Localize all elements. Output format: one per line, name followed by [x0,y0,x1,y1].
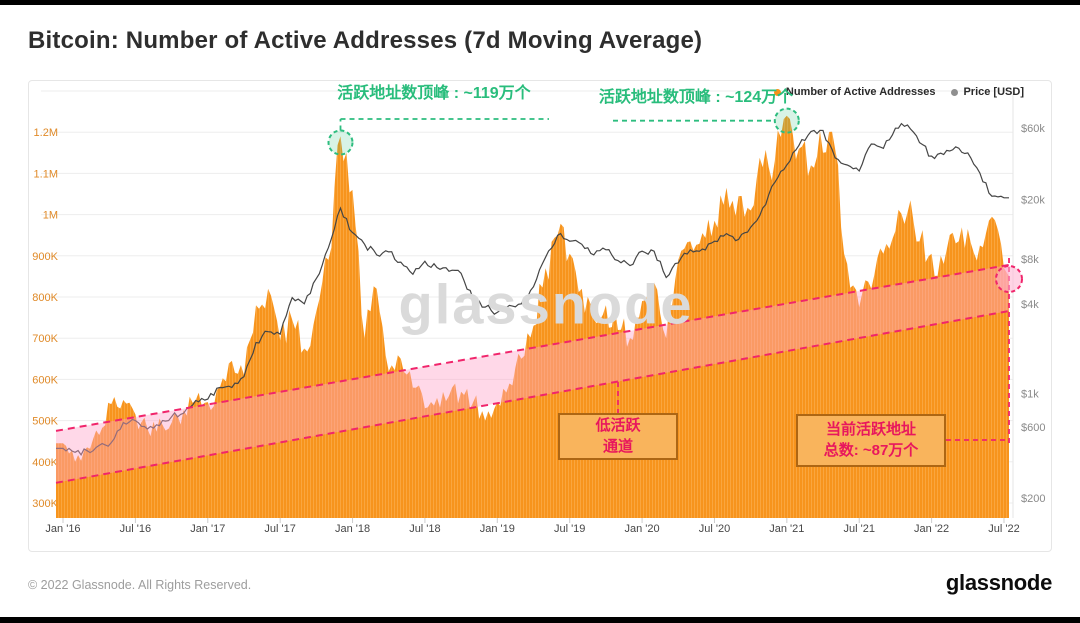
x-axis-label: Jul '16 [120,523,151,535]
callout-low-activity-channel: 低活跃 通道 [558,413,678,460]
x-axis-label: Jul '21 [844,523,875,535]
x-axis-label: Jan '20 [625,523,660,535]
low-activity-channel [55,258,1023,484]
y-axis-right-label: $600 [1021,422,1045,434]
legend-label-price: Price [USD] [963,86,1024,98]
x-axis-label: Jan '22 [914,523,949,535]
peak-2017-circle [327,129,354,156]
callout-current-line1: 当前活跃地址 [825,421,916,439]
y-axis-left-label: 1.1M [34,168,58,180]
callout-low-activity-line1: 低活跃 [595,417,641,435]
chart-legend: Number of Active Addresses Price [USD] [773,86,1024,98]
top-black-bar [0,0,1080,5]
x-axis-label: Jul '20 [699,523,730,535]
x-axis-label: Jul '19 [554,523,585,535]
active-addresses-dot-icon [773,88,781,96]
low-activity-channel-fill [56,264,1009,483]
x-axis-label: Jul '22 [988,523,1019,535]
y-axis-left-label: 400K [32,457,58,469]
y-axis-left-label: 900K [32,251,58,263]
callout-low-activity-line2: 通道 [602,437,633,455]
price-dot-icon [951,88,959,96]
x-axis-label: Jan '16 [45,523,80,535]
y-axis-right: $200 $600 $1k $4k $8k $20k $60k [1021,123,1045,505]
bottom-black-bar [0,617,1080,623]
legend-item-active-addresses[interactable]: Number of Active Addresses [773,86,936,98]
y-axis-right-label: $60k [1021,123,1045,135]
y-axis-right-label: $4k [1021,299,1039,311]
x-axis-label: Jan '17 [190,523,225,535]
x-axis-label: Jul '17 [264,523,295,535]
x-axis-label: Jul '18 [409,523,440,535]
y-axis-right-label: $200 [1021,493,1045,505]
active-addresses-area [56,115,1009,518]
x-axis-label: Jan '18 [335,523,370,535]
y-axis-left-label: 1.2M [34,127,58,139]
y-axis-left-label: 500K [32,416,58,428]
y-axis-left: 300K 400K 500K 600K 700K 800K 900K 1M 1.1M 1.2M [32,127,58,510]
y-axis-right-label: $8k [1021,254,1039,266]
page-title: Bitcoin: Number of Active Addresses (7d … [28,27,703,54]
chart-card: 300K 400K 500K 600K 700K 800K 900K 1M 1.1M 1.2M $2… [28,80,1052,552]
y-axis-left-label: 800K [32,292,58,304]
legend-label-active-addresses: Number of Active Addresses [785,86,936,98]
x-axis-label: Jan '21 [769,523,804,535]
price-line [56,122,1009,456]
current-value-circle [995,265,1023,293]
channel-upper-line [55,263,1010,432]
peak-2021-circle [773,107,800,134]
legend-item-price[interactable]: Price [USD] [951,86,1024,98]
y-axis-right-label: $1k [1021,389,1039,401]
y-axis-right-label: $20k [1021,194,1045,206]
chart-plot-area[interactable]: 300K 400K 500K 600K 700K 800K 900K 1M 1.1M 1.2M $2… [29,81,1051,551]
annotation-peak-2021: 活跃地址数顶峰 : ~124万个 [598,89,794,106]
x-axis-label: Jan '19 [480,523,515,535]
annotation-peak-2017: 活跃地址数顶峰 : ~119万个 [337,85,531,102]
callout-current-total: 当前活跃地址 总数: ~87万个 [796,414,946,467]
y-axis-left-label: 300K [32,498,58,510]
y-axis-left-label: 700K [32,333,58,345]
callout-current-line2: 总数: ~87万个 [823,441,919,459]
channel-lower-line [55,310,1010,484]
y-axis-left-label: 600K [32,374,58,386]
copyright-text: © 2022 Glassnode. All Rights Reserved. [28,578,252,592]
x-axis: Jan '16 Jul '16 Jan '17 Jul '17 Jan '18 Jul '… [45,518,1020,535]
y-axis-left-label: 1M [43,210,58,222]
glassnode-logo: glassnode [945,570,1052,595]
peak-annotations [327,107,800,156]
